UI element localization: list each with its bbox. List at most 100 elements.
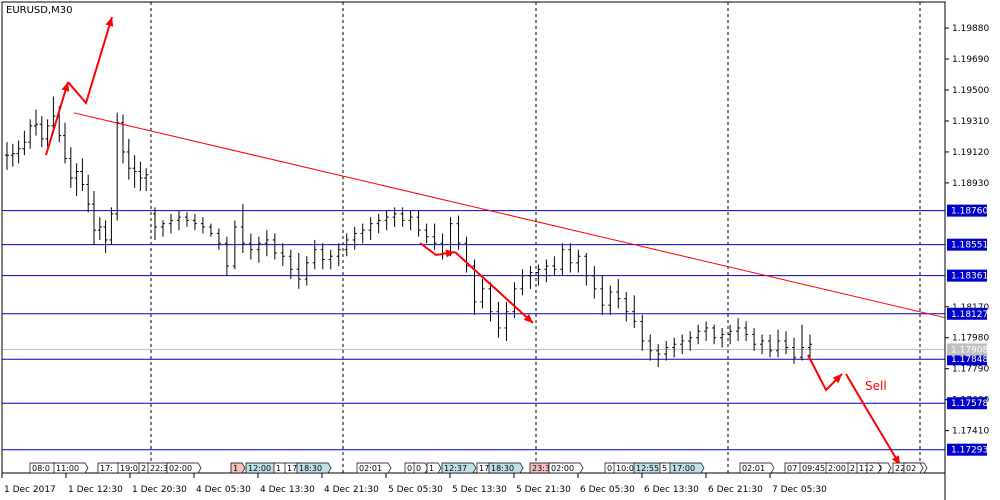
trendline — [73, 112, 946, 319]
session-marker: 18:30 — [488, 462, 524, 474]
candle — [208, 223, 213, 237]
level-label: 1.17578 — [951, 399, 988, 409]
candle — [352, 226, 357, 250]
candle — [672, 337, 677, 358]
x-tick-label: 4 Dec 21:30 — [324, 485, 379, 495]
red-arrow — [454, 251, 534, 324]
candle — [16, 140, 21, 164]
svg-text:1: 1 — [429, 464, 434, 473]
session-marker: 02:01 — [356, 462, 392, 474]
svg-text:17:: 17: — [100, 464, 113, 473]
session-marker: 0 — [413, 462, 429, 474]
candle — [736, 318, 741, 341]
x-tick-label: 7 Dec 05:30 — [772, 485, 827, 495]
candle — [51, 96, 56, 131]
svg-text:1: 1 — [233, 464, 238, 473]
sell-annotation: Sell — [865, 379, 887, 393]
candle — [800, 324, 805, 361]
svg-text:19:0: 19:0 — [120, 464, 138, 473]
svg-text:1: 1 — [276, 464, 281, 473]
svg-text:5: 5 — [662, 464, 667, 473]
candle — [45, 119, 50, 148]
red-arrow — [45, 81, 70, 156]
candle — [240, 204, 245, 253]
candle — [592, 266, 597, 299]
level-label-bg — [947, 269, 987, 282]
candle — [560, 243, 565, 276]
candle — [272, 233, 277, 260]
candle — [296, 252, 301, 289]
svg-text:08:0: 08:0 — [32, 464, 50, 473]
x-tick-label: 4 Dec 05:30 — [196, 485, 251, 495]
candle — [808, 334, 812, 358]
candle — [784, 331, 789, 355]
level-label: 1.18760 — [951, 207, 988, 217]
y-tick-label: 1.17410 — [952, 427, 989, 437]
candle — [92, 191, 96, 245]
candle — [728, 324, 733, 345]
candle — [132, 155, 137, 188]
candle — [216, 228, 221, 250]
candle — [712, 324, 717, 345]
level-label: 1.17293 — [951, 446, 988, 456]
x-tick-label: 1 Dec 20:30 — [132, 485, 187, 495]
session-marker: 11:00 — [53, 462, 89, 474]
candle — [10, 143, 15, 167]
candle — [376, 213, 381, 234]
x-tick-label: 6 Dec 21:30 — [708, 485, 763, 495]
candle — [344, 233, 349, 257]
svg-text:17: 17 — [479, 464, 489, 473]
horizontal-levels — [2, 210, 945, 451]
candle — [768, 334, 773, 358]
svg-text:07: 07 — [787, 464, 797, 473]
y-tick-label: 1.19310 — [952, 117, 989, 127]
svg-text:23:3: 23:3 — [532, 464, 550, 473]
candle — [720, 327, 725, 348]
forecast-arrows — [45, 16, 901, 466]
candle — [544, 259, 549, 283]
chart-title: EURUSD,M30 — [6, 5, 72, 16]
svg-text:17: 17 — [287, 464, 297, 473]
candle — [5, 142, 9, 170]
candle — [760, 334, 765, 355]
candle — [34, 109, 38, 136]
x-tick-label: 6 Dec 05:30 — [580, 485, 635, 495]
candle — [696, 324, 701, 345]
candle — [640, 314, 645, 351]
candle — [280, 243, 285, 267]
x-tick-label: 5 Dec 13:30 — [452, 485, 507, 495]
candle — [200, 217, 205, 234]
svg-text:2: 2 — [869, 464, 874, 473]
candle — [528, 266, 533, 289]
candle — [416, 210, 421, 237]
candle — [168, 213, 173, 234]
candle — [632, 295, 637, 328]
y-tick-label: 1.19690 — [952, 55, 989, 65]
y-tick-label: 1.19500 — [952, 86, 989, 96]
session-marker: 17:00 — [669, 462, 705, 474]
candle — [80, 158, 85, 192]
candle — [176, 210, 181, 231]
candle — [192, 213, 197, 231]
candle — [464, 236, 469, 273]
candle — [488, 282, 493, 322]
candle — [792, 337, 797, 364]
candle — [126, 138, 131, 180]
candle — [584, 252, 589, 286]
svg-text:02:01: 02:01 — [742, 464, 765, 473]
candle — [496, 301, 501, 338]
candle — [248, 233, 253, 260]
candle — [68, 147, 73, 188]
current-price-label-bg — [947, 343, 987, 356]
candle — [576, 249, 581, 273]
candle — [160, 220, 165, 237]
svg-text:12:00: 12:00 — [248, 464, 271, 473]
svg-text:09:45: 09:45 — [802, 464, 825, 473]
candle — [328, 249, 333, 270]
svg-text:22:3: 22:3 — [150, 464, 168, 473]
svg-text:0: 0 — [407, 464, 412, 473]
level-label-bg — [947, 443, 987, 456]
y-tick-label: 1.17790 — [952, 365, 989, 375]
